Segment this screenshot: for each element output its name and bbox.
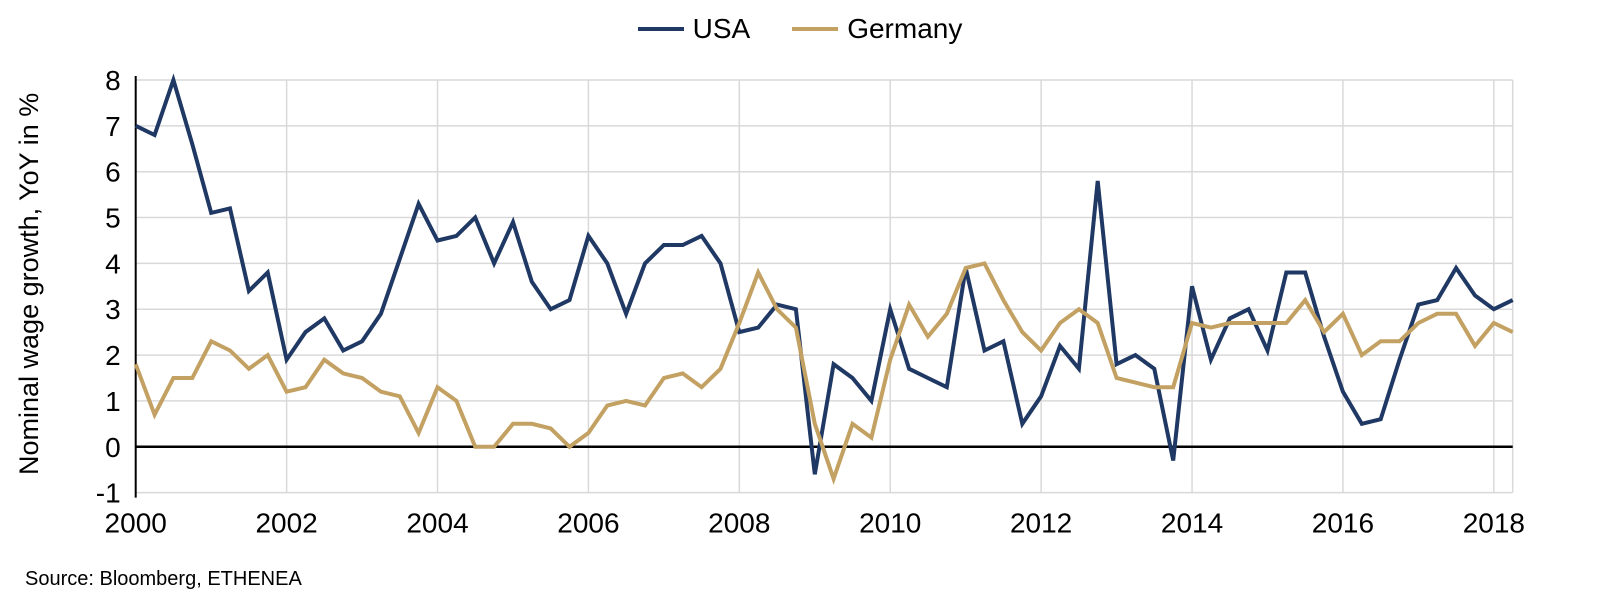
y-tick-label-0: 0 (105, 432, 121, 463)
x-tick-label-2006: 2006 (557, 508, 619, 539)
usa-series-line (134, 73, 1514, 475)
y-tick-label-4: 4 (105, 248, 121, 279)
x-tick-label-2008: 2008 (708, 508, 770, 539)
x-tick-label-2014: 2014 (1161, 508, 1223, 539)
x-tick-label-2016: 2016 (1312, 508, 1374, 539)
legend-item-germany: Germany (792, 13, 962, 45)
y-tick-label-2: 2 (105, 340, 121, 371)
source-note: Source: Bloomberg, ETHENEA (25, 568, 302, 590)
y-tick-label-1: 1 (105, 386, 121, 417)
y-axis-title: Nominal wage growth, YoY in % (14, 92, 44, 476)
germany-line-swatch (792, 27, 839, 31)
x-tick-label-2010: 2010 (859, 508, 921, 539)
legend: USA Germany (0, 13, 1600, 45)
x-tick-label-2002: 2002 (255, 508, 317, 539)
x-tick-label-2012: 2012 (1010, 508, 1072, 539)
x-tick-label-2018: 2018 (1463, 508, 1525, 539)
y-tick-label-7: 7 (105, 111, 121, 142)
legend-item-usa: USA (637, 13, 751, 45)
germany-legend-label: Germany (847, 13, 963, 44)
usa-legend-label: USA (692, 13, 751, 44)
y-tick-label-8: 8 (105, 65, 121, 96)
y-tick-label-6: 6 (105, 157, 121, 188)
y-tick-label-3: 3 (105, 294, 121, 325)
y-tick-label-5: 5 (105, 203, 121, 234)
germany-series-line (133, 261, 1514, 485)
y-tick-label--1: -1 (96, 478, 121, 509)
x-tick-label-2000: 2000 (105, 508, 167, 539)
x-tick-label-2004: 2004 (406, 508, 468, 539)
usa-line-swatch (637, 27, 684, 31)
